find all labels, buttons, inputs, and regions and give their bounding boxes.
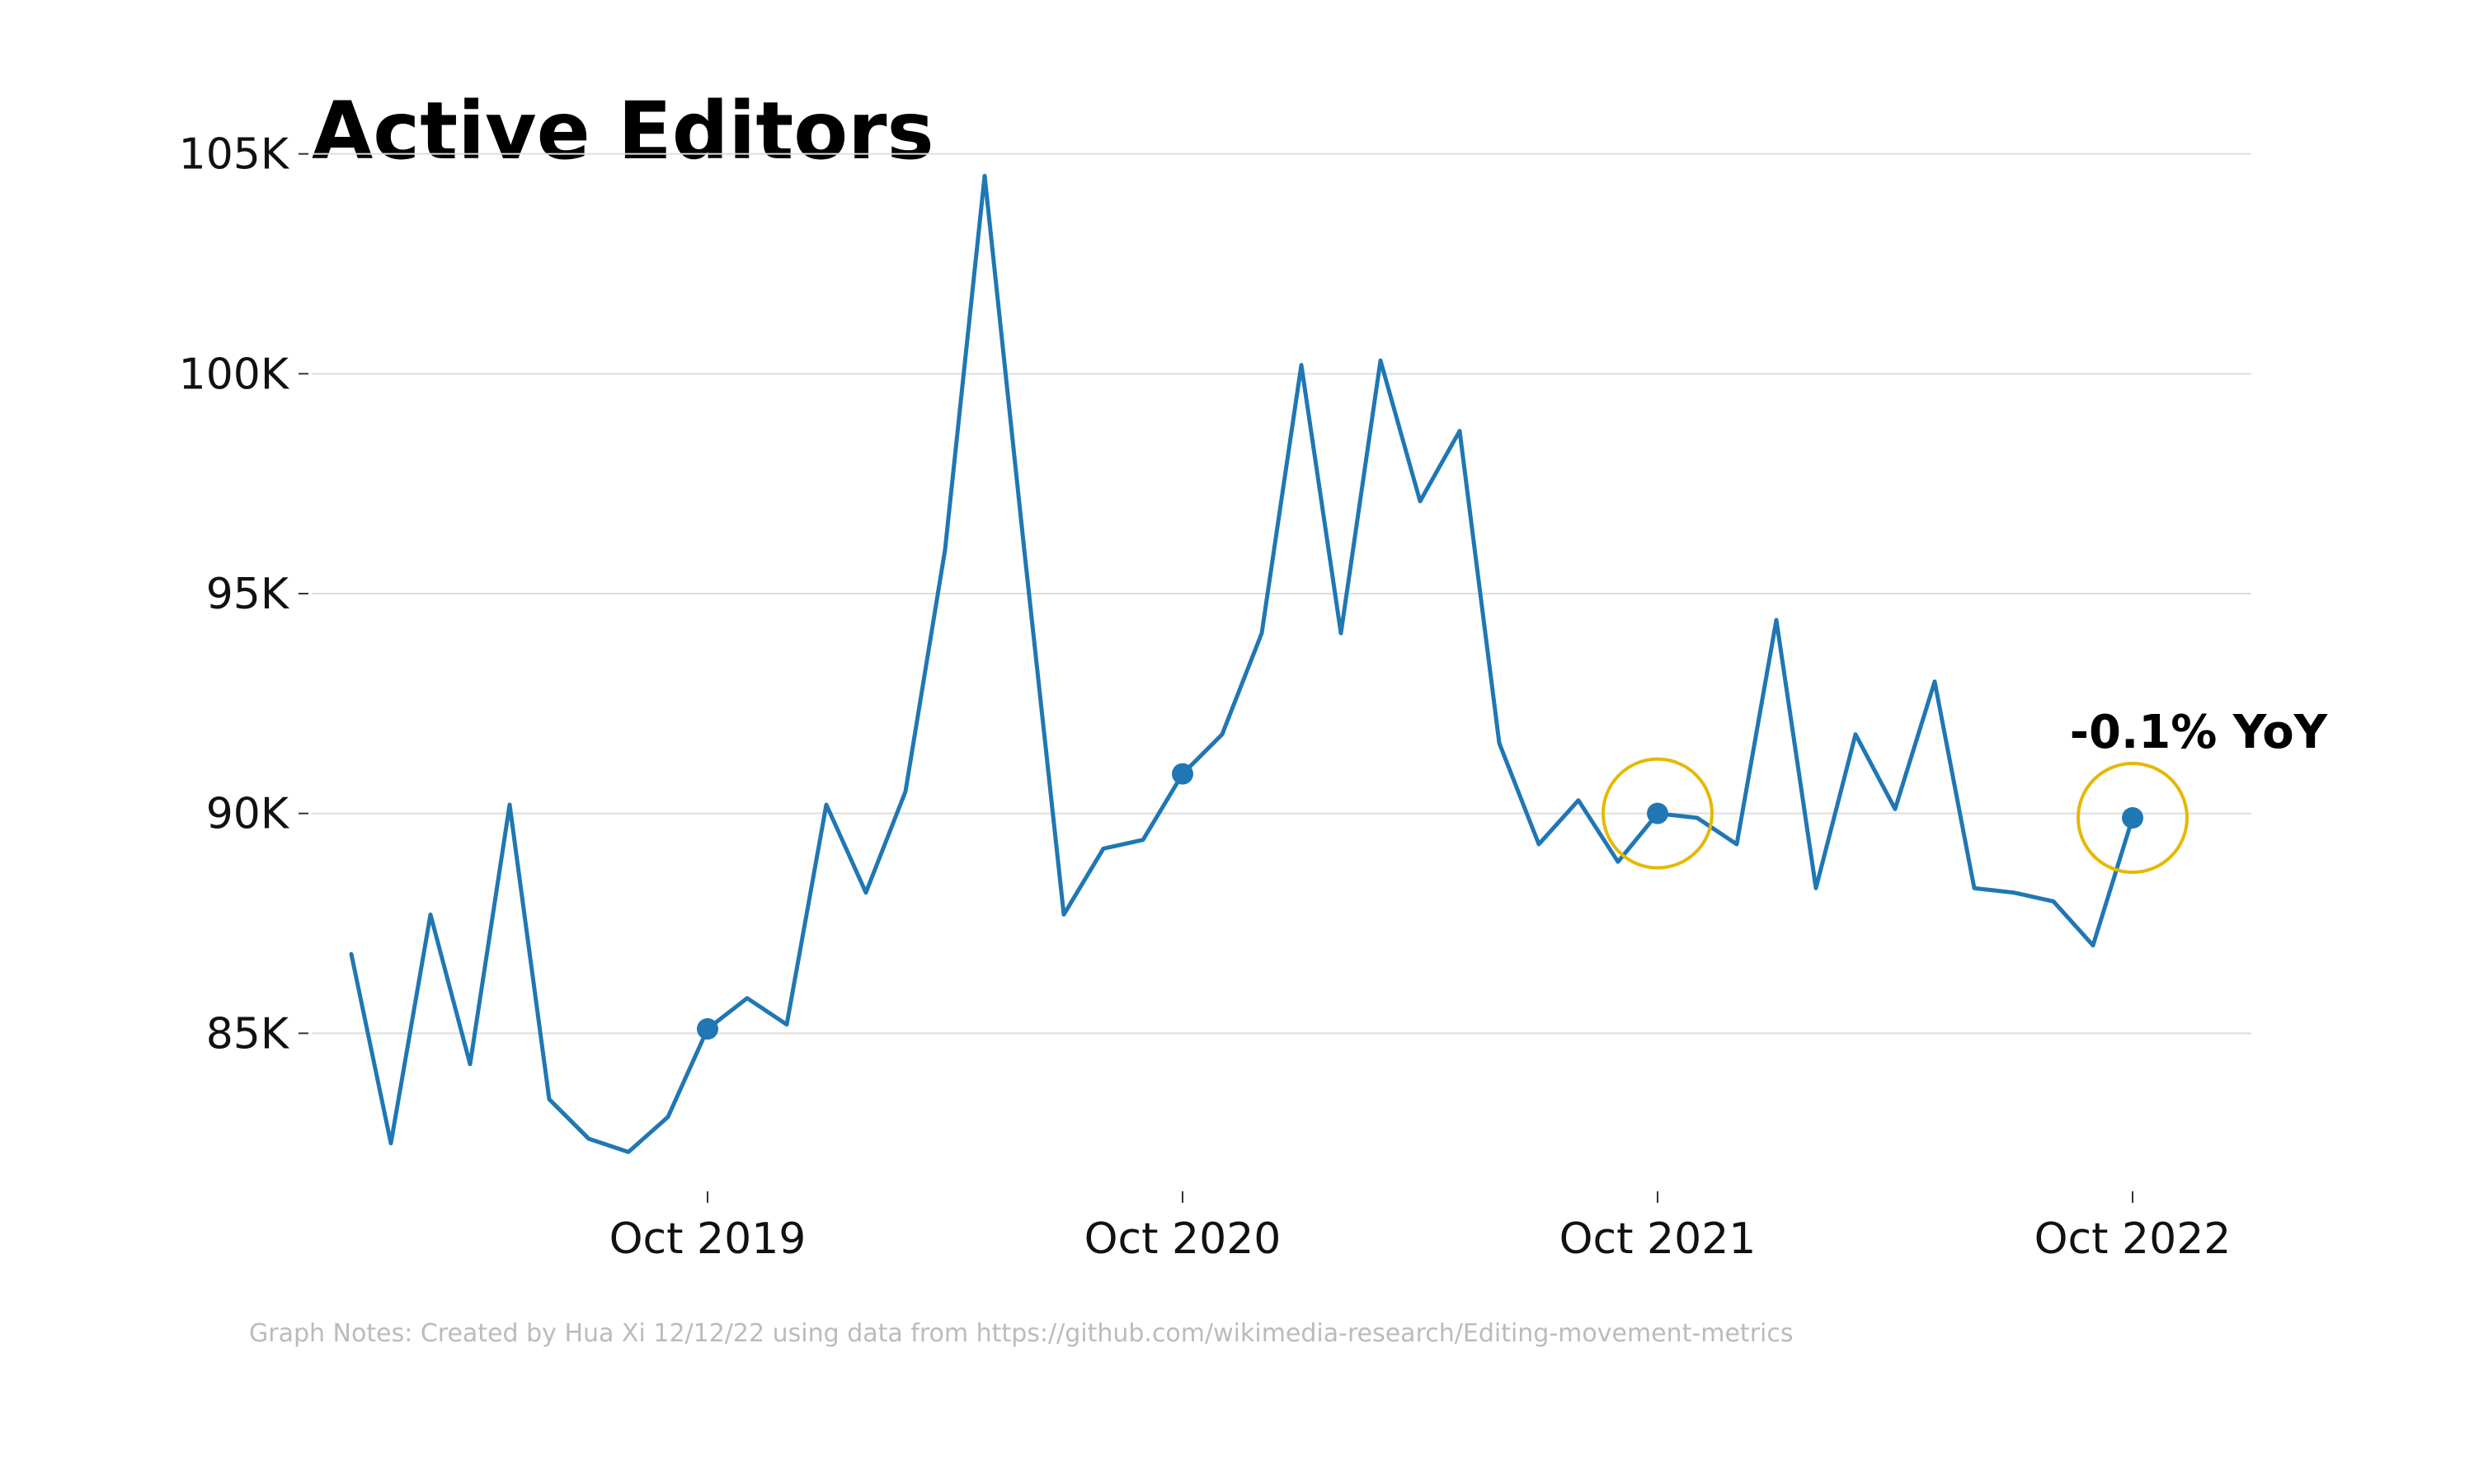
yoy-annotation: -0.1% YoY (2070, 706, 2329, 759)
annotation-layer: -0.1% YoY (2070, 706, 2329, 759)
grid-layer (312, 153, 2251, 1035)
x-tick-label: Oct 2022 (2034, 1214, 2232, 1264)
graph-notes: Graph Notes: Created by Hua Xi 12/12/22 … (249, 1319, 1793, 1348)
x-tick-label: Oct 2021 (1559, 1214, 1757, 1264)
y-tick-label: 105K (179, 130, 290, 180)
series-layer (349, 173, 2135, 1154)
y-tick-label: 95K (206, 570, 290, 619)
series-line (349, 173, 2135, 1154)
x-axis: Oct 2019 Oct 2020 Oct 2021 Oct 2022 (609, 1191, 2232, 1264)
y-tick-label: 85K (206, 1009, 290, 1059)
marker-layer (697, 757, 2189, 1040)
highlight-circle (1602, 757, 1714, 870)
data-point-marker (1172, 763, 1193, 785)
x-tick-label: Oct 2019 (609, 1214, 807, 1264)
y-tick-label: 100K (179, 350, 290, 399)
data-point-marker (1647, 802, 1668, 824)
y-tick-label: 90K (206, 790, 290, 839)
highlight-circle (2077, 762, 2189, 874)
data-point-marker (2122, 807, 2143, 829)
y-axis: 85K 90K 95K 100K 105K (179, 130, 308, 1059)
data-point-marker (697, 1018, 718, 1040)
chart-title: Active Editors (312, 85, 934, 177)
x-tick-label: Oct 2020 (1084, 1214, 1282, 1264)
